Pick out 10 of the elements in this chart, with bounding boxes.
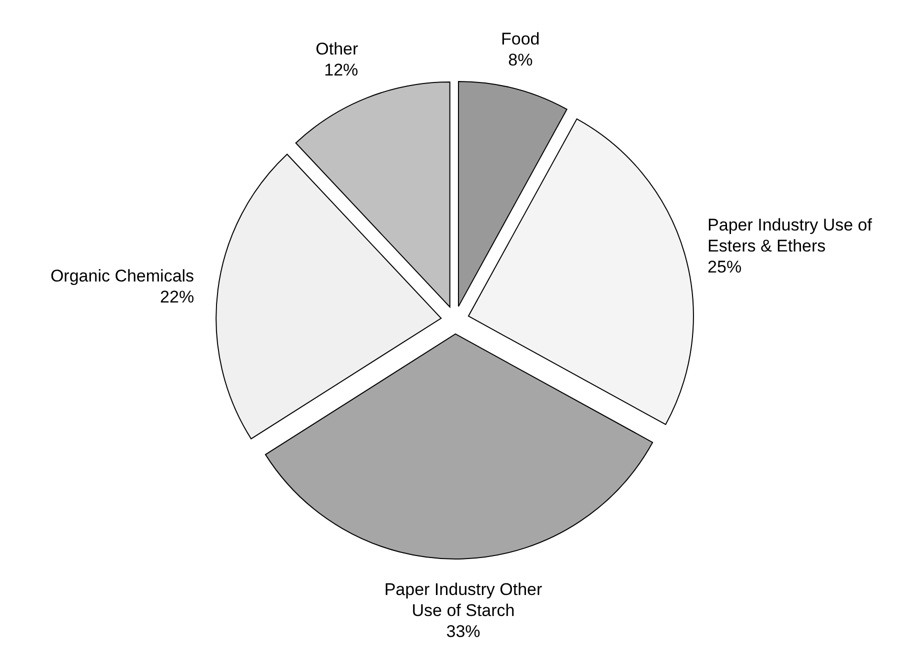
data-label: 22% — [160, 288, 194, 307]
slice-label: Food — [501, 29, 540, 48]
data-label: 8% — [508, 50, 533, 70]
data-label: 12% — [324, 60, 358, 80]
data-label: 33% — [446, 622, 480, 641]
slice-label: Other — [316, 39, 359, 58]
slice-label: Paper Industry Other Use of Starch — [384, 580, 542, 620]
slice-label: Paper Industry Use of Esters & Ethers — [708, 216, 872, 256]
data-label: 25% — [708, 258, 742, 277]
slice-label: Organic Chemicals — [50, 266, 194, 286]
